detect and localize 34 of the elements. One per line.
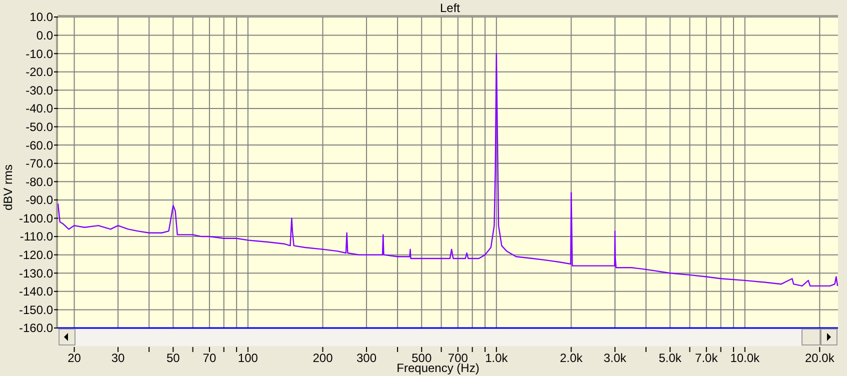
x-tick-label: 70 — [202, 351, 216, 365]
x-tick-label: 30 — [111, 351, 126, 365]
x-tick-label: 20 — [68, 351, 82, 365]
y-tick-label: -50.0 — [26, 120, 54, 134]
x-tick-label: 20.0k — [805, 351, 836, 365]
x-tick-label: 7.0k — [695, 351, 719, 365]
x-tick-label: 100 — [238, 351, 258, 365]
y-tick-label: -10.0 — [26, 46, 54, 61]
x-tick-label: 50 — [166, 351, 180, 365]
y-tick-label: -80.0 — [26, 174, 54, 189]
y-tick-label: -130.0 — [18, 266, 54, 280]
y-tick-label: -120.0 — [18, 248, 54, 262]
x-tick-label: 2.0k — [560, 351, 584, 365]
y-tick-label: -150.0 — [18, 302, 54, 317]
y-tick-label: 10.0 — [30, 10, 54, 24]
y-tick-label: -140.0 — [18, 284, 54, 299]
x-tick-label: 200 — [312, 351, 334, 365]
y-axis-title: dBV rms — [1, 164, 15, 211]
y-tick-label: -160.0 — [18, 321, 54, 336]
y-tick-label: -100.0 — [18, 211, 54, 226]
y-tick-label: -30.0 — [26, 83, 54, 98]
x-tick-label: 1.0k — [485, 351, 509, 365]
x-tick-label: 10.0k — [730, 351, 761, 365]
y-tick-label: 0.0 — [36, 28, 54, 42]
x-tick-label: 5.0k — [658, 351, 682, 365]
y-tick-label: -20.0 — [26, 65, 54, 80]
chart-title: Left — [440, 1, 461, 15]
y-tick-label: -90.0 — [26, 193, 54, 208]
y-tick-label: -40.0 — [26, 102, 54, 116]
x-tick-label: 3.0k — [604, 351, 628, 365]
y-tick-label: -60.0 — [26, 138, 54, 152]
y-tick-label: -110.0 — [20, 230, 54, 244]
x-tick-label: 300 — [356, 351, 377, 365]
y-tick-label: -70.0 — [26, 156, 54, 171]
